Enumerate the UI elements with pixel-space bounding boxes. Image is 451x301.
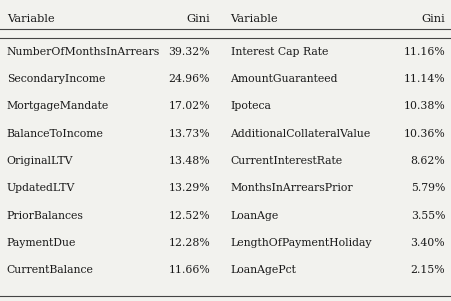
Text: 10.36%: 10.36% bbox=[403, 129, 444, 139]
Text: AmountGuaranteed: AmountGuaranteed bbox=[230, 74, 337, 84]
Text: 3.55%: 3.55% bbox=[410, 211, 444, 221]
Text: 2.15%: 2.15% bbox=[410, 265, 444, 275]
Text: LoanAgePct: LoanAgePct bbox=[230, 265, 296, 275]
Text: CurrentInterestRate: CurrentInterestRate bbox=[230, 156, 342, 166]
Text: LengthOfPaymentHoliday: LengthOfPaymentHoliday bbox=[230, 238, 371, 248]
Text: 13.48%: 13.48% bbox=[168, 156, 210, 166]
Text: NumberOfMonthsInArrears: NumberOfMonthsInArrears bbox=[7, 47, 160, 57]
Text: MonthsInArrearsPrior: MonthsInArrearsPrior bbox=[230, 183, 352, 193]
Text: Variable: Variable bbox=[7, 14, 54, 23]
Text: 8.62%: 8.62% bbox=[410, 156, 444, 166]
Text: PaymentDue: PaymentDue bbox=[7, 238, 76, 248]
Text: Gini: Gini bbox=[186, 14, 210, 23]
Text: 13.73%: 13.73% bbox=[168, 129, 210, 139]
Text: AdditionalCollateralValue: AdditionalCollateralValue bbox=[230, 129, 370, 139]
Text: 5.79%: 5.79% bbox=[410, 183, 444, 193]
Text: BalanceToIncome: BalanceToIncome bbox=[7, 129, 103, 139]
Text: 12.28%: 12.28% bbox=[168, 238, 210, 248]
Text: 3.40%: 3.40% bbox=[410, 238, 444, 248]
Text: 24.96%: 24.96% bbox=[168, 74, 210, 84]
Text: PriorBalances: PriorBalances bbox=[7, 211, 83, 221]
Text: OriginalLTV: OriginalLTV bbox=[7, 156, 73, 166]
Text: UpdatedLTV: UpdatedLTV bbox=[7, 183, 75, 193]
Text: 13.29%: 13.29% bbox=[168, 183, 210, 193]
Text: Ipoteca: Ipoteca bbox=[230, 101, 271, 111]
Text: LoanAge: LoanAge bbox=[230, 211, 278, 221]
Text: Variable: Variable bbox=[230, 14, 277, 23]
Text: Interest Cap Rate: Interest Cap Rate bbox=[230, 47, 327, 57]
Text: 17.02%: 17.02% bbox=[168, 101, 210, 111]
Text: MortgageMandate: MortgageMandate bbox=[7, 101, 109, 111]
Text: CurrentBalance: CurrentBalance bbox=[7, 265, 93, 275]
Text: Gini: Gini bbox=[420, 14, 444, 23]
Text: 11.66%: 11.66% bbox=[168, 265, 210, 275]
Text: 11.16%: 11.16% bbox=[403, 47, 444, 57]
Text: SecondaryIncome: SecondaryIncome bbox=[7, 74, 105, 84]
Text: 10.38%: 10.38% bbox=[403, 101, 444, 111]
Text: 39.32%: 39.32% bbox=[168, 47, 210, 57]
Text: 11.14%: 11.14% bbox=[403, 74, 444, 84]
Text: 12.52%: 12.52% bbox=[168, 211, 210, 221]
